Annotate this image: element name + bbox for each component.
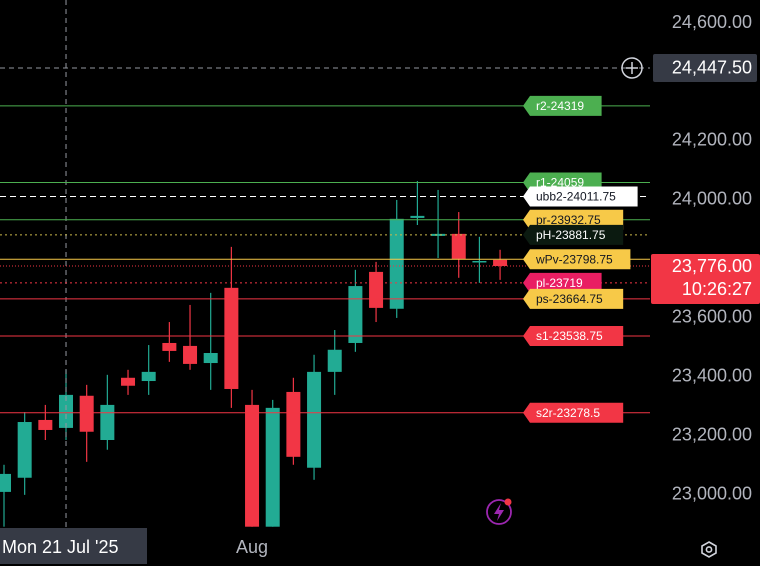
candle-body	[327, 349, 342, 372]
x-tick-label: Mon 21 Jul '25	[2, 537, 119, 557]
level-label: pr-23932.75	[536, 213, 601, 227]
candle-body	[59, 394, 74, 428]
candle-body	[389, 218, 404, 309]
candle-body	[369, 271, 384, 308]
level-tag	[523, 95, 602, 116]
y-tick-label: 24,000.00	[672, 189, 752, 209]
crosshair-price-label: 24,447.50	[672, 58, 752, 78]
candle-body	[493, 259, 508, 267]
level-label: s1-23538.75	[536, 329, 603, 343]
add-alert-button[interactable]	[621, 57, 643, 79]
candle-body	[286, 391, 301, 457]
candle-body	[162, 342, 177, 351]
level-tag	[523, 402, 624, 423]
level-tag	[523, 288, 624, 309]
y-tick-label: 23,000.00	[672, 484, 752, 504]
candle-body	[0, 473, 11, 492]
level-label: pH-23881.75	[536, 228, 606, 242]
level-label: s2r-23278.5	[536, 406, 600, 420]
level-label: r1-24059	[536, 176, 584, 190]
flash-icon[interactable]	[486, 498, 512, 525]
countdown: 10:26:27	[682, 279, 752, 299]
candle-body	[245, 404, 260, 527]
candle-body	[79, 395, 94, 432]
y-tick-label: 23,400.00	[672, 366, 752, 386]
add-alert-icon	[626, 61, 638, 74]
level-label: r2-24319	[536, 99, 584, 113]
level-tag	[523, 224, 624, 245]
candle-body	[431, 233, 446, 236]
candle-body	[224, 287, 239, 389]
settings-icon[interactable]	[701, 541, 717, 558]
candle-body	[121, 377, 136, 386]
level-label: pl-23719	[536, 276, 583, 290]
y-tick-label: 23,600.00	[672, 307, 752, 327]
level-tag	[523, 209, 624, 230]
candle-body	[141, 371, 156, 382]
level-tag	[523, 325, 624, 346]
candle-body	[100, 404, 115, 441]
level-label: ps-23664.75	[536, 292, 603, 306]
candle-body	[472, 260, 487, 263]
level-tag	[523, 186, 638, 207]
candle-body	[203, 353, 218, 364]
price-axis: 24,600.00 24,200.00 24,000.00 23,600.00 23,4…	[0, 12, 760, 564]
level-label: ubb2-24011.75	[536, 190, 616, 204]
crosshair-time-box	[0, 528, 147, 564]
plot	[0, 0, 650, 527]
level-tag	[523, 249, 631, 270]
level-tag	[523, 272, 602, 293]
level-label: wPv-23798.75	[535, 252, 613, 266]
candle-body	[17, 422, 32, 478]
candle-body	[38, 419, 53, 430]
y-tick-label: 24,600.00	[672, 12, 752, 32]
x-tick-label: Aug	[236, 537, 268, 557]
y-tick-label: 24,200.00	[672, 130, 752, 150]
last-price-box	[651, 254, 760, 305]
crosshair-price-box	[653, 53, 757, 82]
candle-body	[451, 233, 466, 259]
candle-body	[307, 371, 322, 468]
candle-body	[183, 345, 198, 364]
candle-body	[410, 215, 425, 218]
candle-body	[265, 407, 280, 527]
y-tick-label: 23,200.00	[672, 425, 752, 445]
last-price-label: 23,776.00	[672, 256, 752, 276]
candle-body	[348, 286, 363, 343]
